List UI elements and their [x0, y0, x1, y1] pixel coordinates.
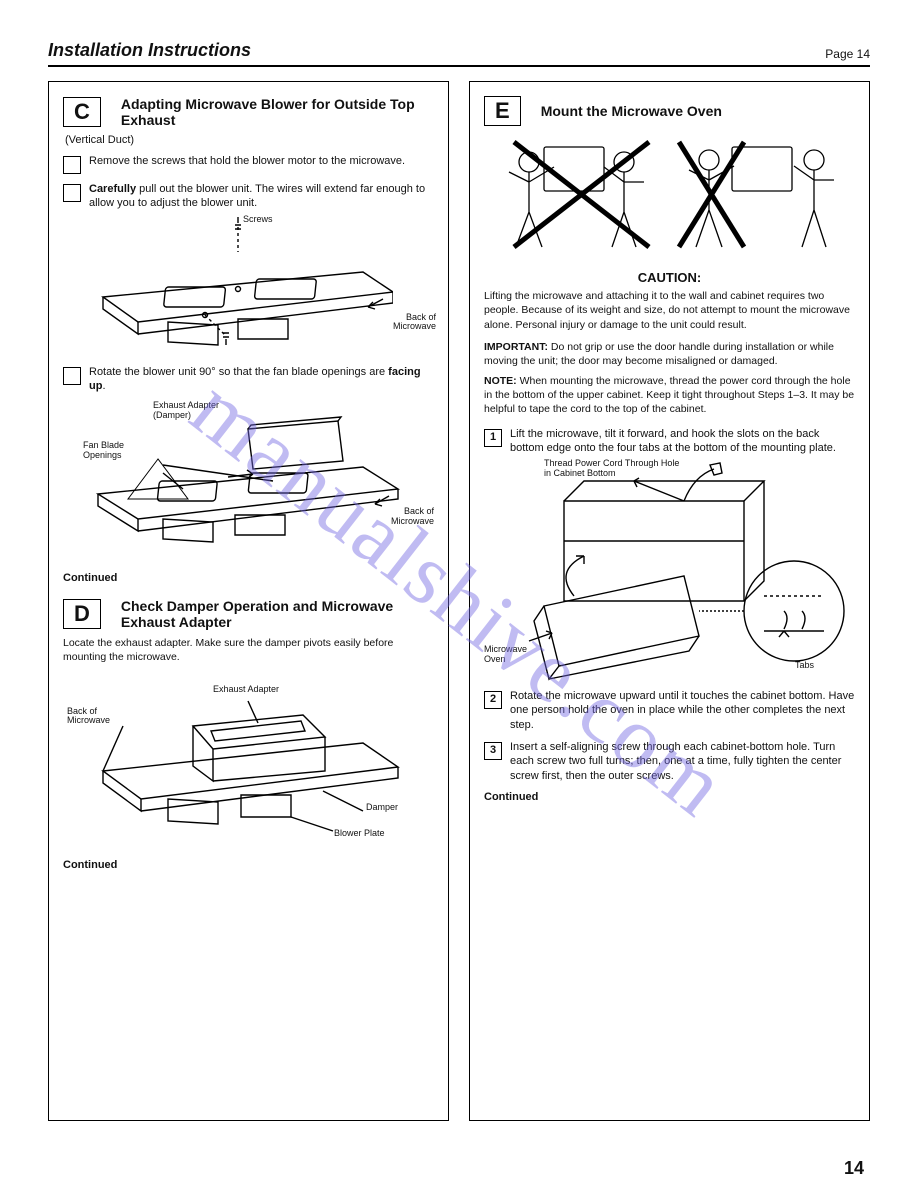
- fig-c2-label-back: Back of Microwave: [374, 507, 434, 527]
- chk3-number: 3: [490, 744, 496, 756]
- footer-page-number: 14: [844, 1158, 864, 1179]
- fig-c1-label-back: Back of Microwave: [376, 313, 436, 333]
- step-c-check1: Remove the screws that hold the blower m…: [89, 154, 405, 174]
- fig-d-label-back: Back of Microwave: [67, 707, 137, 727]
- numbered-box-icon: 1: [484, 429, 502, 447]
- step-c-check3: Rotate the blower unit 90° so that the f…: [89, 365, 434, 394]
- right-column: E Mount the Microwave Oven: [469, 81, 870, 1121]
- figure-c1-illustration: [63, 217, 393, 357]
- figure-d-illustration: [63, 671, 403, 851]
- caution-title: CAUTION:: [484, 270, 855, 285]
- chk2-number: 2: [490, 693, 496, 705]
- figure-e-people-illustration: [484, 132, 844, 262]
- step-d-title: Check Damper Operation and Microwave Exh…: [121, 598, 434, 630]
- step-c-badge: C: [63, 97, 101, 127]
- numbered-box-icon: 2: [484, 691, 502, 709]
- left-column: C Adapting Microwave Blower for Outside …: [48, 81, 449, 1121]
- fig-e-label-tabs: Tabs: [795, 661, 835, 671]
- fig-c1-label-screws: Screws: [243, 215, 273, 225]
- step-c-subtitle: (Vertical Duct): [65, 134, 434, 146]
- step-c-check2: Carefully pull out the blower unit. The …: [89, 182, 434, 211]
- step-c-continued: Continued: [63, 572, 434, 584]
- step-c-check2-bold: Carefully: [89, 183, 136, 195]
- checkbox-icon: [63, 156, 81, 174]
- checkbox-icon: [63, 367, 81, 385]
- header-title: Installation Instructions: [48, 40, 251, 61]
- step-e-check3: Insert a self-aligning screw through eac…: [510, 740, 855, 783]
- step-d-continued: Continued: [63, 859, 434, 871]
- checkbox-icon: [63, 184, 81, 202]
- note-label: NOTE:: [484, 375, 517, 387]
- header-page-label: Page 14: [825, 47, 870, 61]
- fig-e-label-oven: Microwave Oven: [484, 645, 544, 665]
- step-d-details: Locate the exhaust adapter. Make sure th…: [63, 636, 434, 664]
- fig-c2-label-openings: Fan Blade Openings: [83, 441, 153, 461]
- step-c-title: Adapting Microwave Blower for Outside To…: [121, 96, 434, 128]
- caution-body: Lifting the microwave and attaching it t…: [484, 289, 855, 332]
- fig-d-label-damper: Damper: [366, 803, 426, 813]
- important-note: IMPORTANT: Do not grip or use the door h…: [484, 340, 855, 368]
- chk1-number: 1: [490, 431, 496, 443]
- fig-e-label-cord: Thread Power Cord Through Hole in Cabine…: [544, 459, 684, 479]
- fig-d-label-blower: Blower Plate: [334, 829, 404, 839]
- step-e-check1: Lift the microwave, tilt it forward, and…: [510, 427, 855, 456]
- step-d-badge: D: [63, 599, 101, 629]
- note-block: NOTE: When mounting the microwave, threa…: [484, 374, 855, 417]
- step-c-check3-p1: Rotate the blower unit 90° so that the f…: [89, 366, 388, 378]
- note-body: When mounting the microwave, thread the …: [484, 375, 854, 415]
- step-e-badge: E: [484, 96, 521, 126]
- step-c-check2-rest: pull out the blower unit. The wires will…: [89, 183, 425, 209]
- fig-c2-label-plate: Exhaust Adapter (Damper): [153, 401, 253, 421]
- step-e-title: Mount the Microwave Oven: [541, 103, 722, 119]
- numbered-box-icon: 3: [484, 742, 502, 760]
- fig-d-label-adapter: Exhaust Adapter: [213, 685, 303, 695]
- page-header: Installation Instructions Page 14: [48, 40, 870, 67]
- step-c-check3-p2: .: [102, 380, 105, 392]
- figure-c2-illustration: [63, 399, 403, 564]
- important-label: IMPORTANT:: [484, 341, 548, 353]
- step-e-continued: Continued: [484, 791, 855, 803]
- step-e-check2: Rotate the microwave upward until it tou…: [510, 689, 855, 732]
